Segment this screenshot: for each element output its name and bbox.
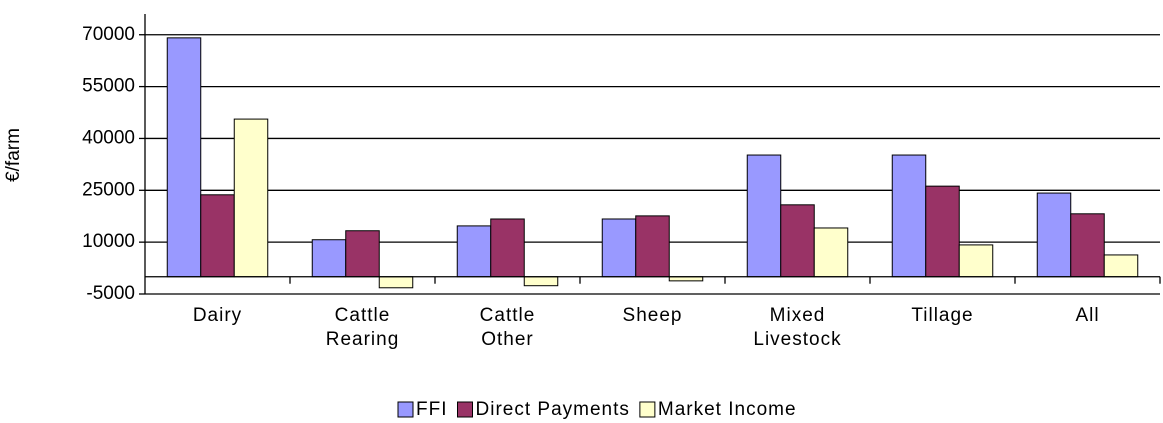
bar [635, 215, 670, 278]
x-tick-label: Mixed Livestock [753, 305, 842, 350]
bar [925, 185, 960, 278]
y-tick-label: 40000 [82, 127, 135, 148]
x-tick-label: Cattle Other [479, 305, 536, 350]
legend-swatch [457, 401, 473, 418]
x-tick-label: Cattle Rearing [325, 305, 400, 350]
x-tick-label: Tillage [911, 305, 974, 326]
bar [1036, 192, 1072, 278]
y-tick-label: 25000 [82, 179, 135, 200]
bar [311, 239, 347, 278]
bar [166, 37, 202, 278]
bar [345, 230, 380, 278]
y-tick-label: -5000 [86, 283, 135, 304]
bar [378, 276, 414, 289]
bar [891, 154, 927, 278]
bar [958, 244, 994, 278]
bar [523, 276, 559, 287]
legend-swatch [639, 401, 656, 418]
y-tick-label: 55000 [82, 76, 135, 97]
x-tick-label: Dairy [192, 305, 243, 326]
legend-label: Direct Payments [476, 399, 630, 420]
legend-swatch [397, 401, 414, 418]
x-tick-label: All [1075, 305, 1100, 326]
bar [1103, 254, 1139, 278]
legend-label: Market Income [658, 399, 797, 420]
bar [780, 204, 815, 278]
bar [601, 218, 637, 278]
x-tick-label: Sheep [622, 305, 683, 326]
y-tick-label: 70000 [82, 24, 135, 45]
bar [200, 194, 235, 278]
bar [746, 154, 782, 278]
legend-label: FFI [416, 399, 448, 420]
bar [233, 118, 269, 278]
bar [490, 218, 525, 278]
bar [456, 225, 492, 278]
y-tick-label: 10000 [82, 231, 135, 252]
bar [813, 227, 849, 278]
bar [1070, 213, 1105, 278]
y-axis-label: €/farm [3, 128, 24, 182]
